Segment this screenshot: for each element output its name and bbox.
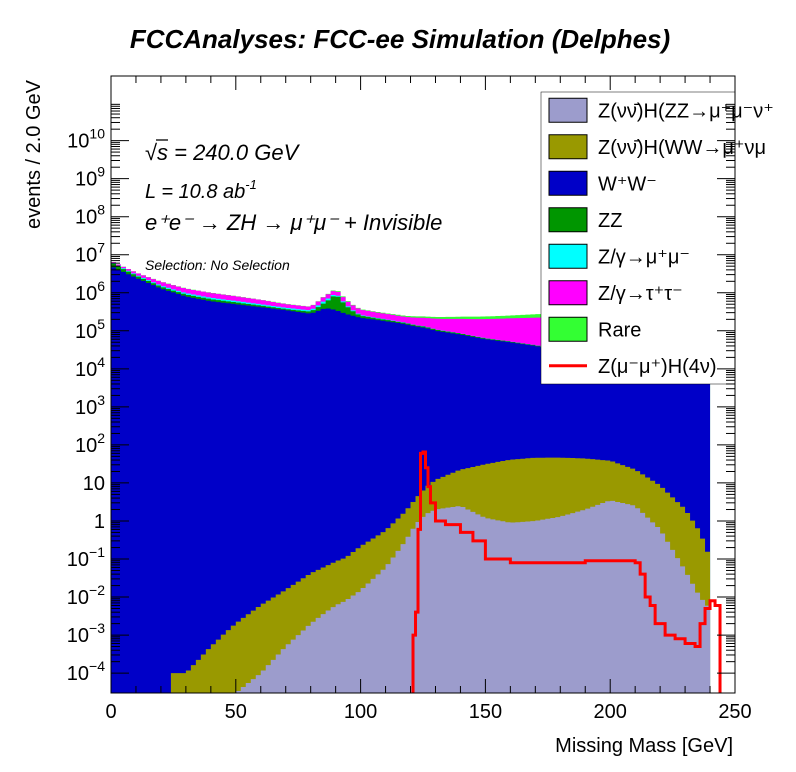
x-tick-label: 150 [469,701,502,723]
y-tick-label: 10 [83,473,105,495]
x-tick-label: 100 [344,701,377,723]
y-tick-label: 1010 [67,126,105,153]
y-tick-label: 107 [75,240,105,267]
legend-label: Z(νν̄)H(WW→μ⁺νμ [598,137,766,159]
legend-swatch [548,97,588,123]
y-tick-label: 109 [75,164,105,191]
y-tick-label: 1 [94,511,105,533]
legend-label: ZZ [598,210,622,232]
process-label: e⁺e⁻ → ZH → μ⁺μ⁻ + Invisible [145,210,442,235]
axes: 0 50 100 150 200 250 10−4 10−3 10−2 10−1 1 10 102 103… [67,76,752,723]
annotations: √ s = 240.0 GeV L = 10.8 ab-1 e⁺e⁻ → ZH … [145,139,442,273]
x-tick-label: 50 [225,701,247,723]
y-tick-label: 10−1 [67,544,105,571]
selection-label: Selection: No Selection [145,257,290,273]
legend-label: Z(νν̄)H(ZZ→μ⁺μ⁻ν⁺ [598,100,774,122]
legend-label: W⁺W⁻ [598,173,657,195]
legend-swatch [548,280,588,306]
lumi-label: L = 10.8 ab-1 [145,177,257,203]
legend-swatch [548,170,588,196]
y-tick-label: 105 [75,316,105,343]
x-tick-label: 0 [105,701,116,723]
legend-label: Z(μ⁻μ⁺)H(4ν) [598,356,717,378]
legend-swatch [548,134,588,160]
legend-swatch [548,243,588,269]
legend-label: Rare [598,319,641,341]
signal-line [411,450,722,693]
legend-label: Z/γ→τ⁺τ⁻ [598,283,683,305]
y-tick-label: 104 [75,354,105,381]
y-tick-label: 10−3 [67,620,105,647]
legend-swatch [548,316,588,342]
stack-series-0 [220,500,711,693]
y-tick-label: 108 [75,202,105,229]
y-tick-label: 10−2 [67,582,105,609]
x-axis-title: Missing Mass [GeV] [555,735,733,757]
y-tick-label: 103 [75,392,105,419]
sqrt-s-radical: √ [145,140,158,165]
signal-line-layer [411,450,722,693]
x-tick-label: 250 [718,701,751,723]
legend-swatch [548,207,588,233]
y-tick-label: 10−4 [67,658,105,685]
y-axis-title: events / 2.0 GeV [23,79,45,229]
y-tick-label: 106 [75,278,105,305]
chart-title: FCCAnalyses: FCC-ee Simulation (Delphes) [130,24,670,54]
plot-border [110,75,736,694]
x-tick-label: 200 [594,701,627,723]
lumi-text: L = 10.8 ab [145,181,245,203]
legend-label: Z/γ→μ⁺μ⁻ [598,246,690,268]
sqrt-s-label: s = 240.0 GeV [157,140,301,165]
lumi-exponent: -1 [245,177,257,192]
legend: Z(νν̄)H(ZZ→μ⁺μ⁻ν⁺ Z(νν̄)H(WW→μ⁺νμ W⁺W⁻ ZZ Z/… [540,91,774,385]
y-tick-label: 102 [75,430,105,457]
